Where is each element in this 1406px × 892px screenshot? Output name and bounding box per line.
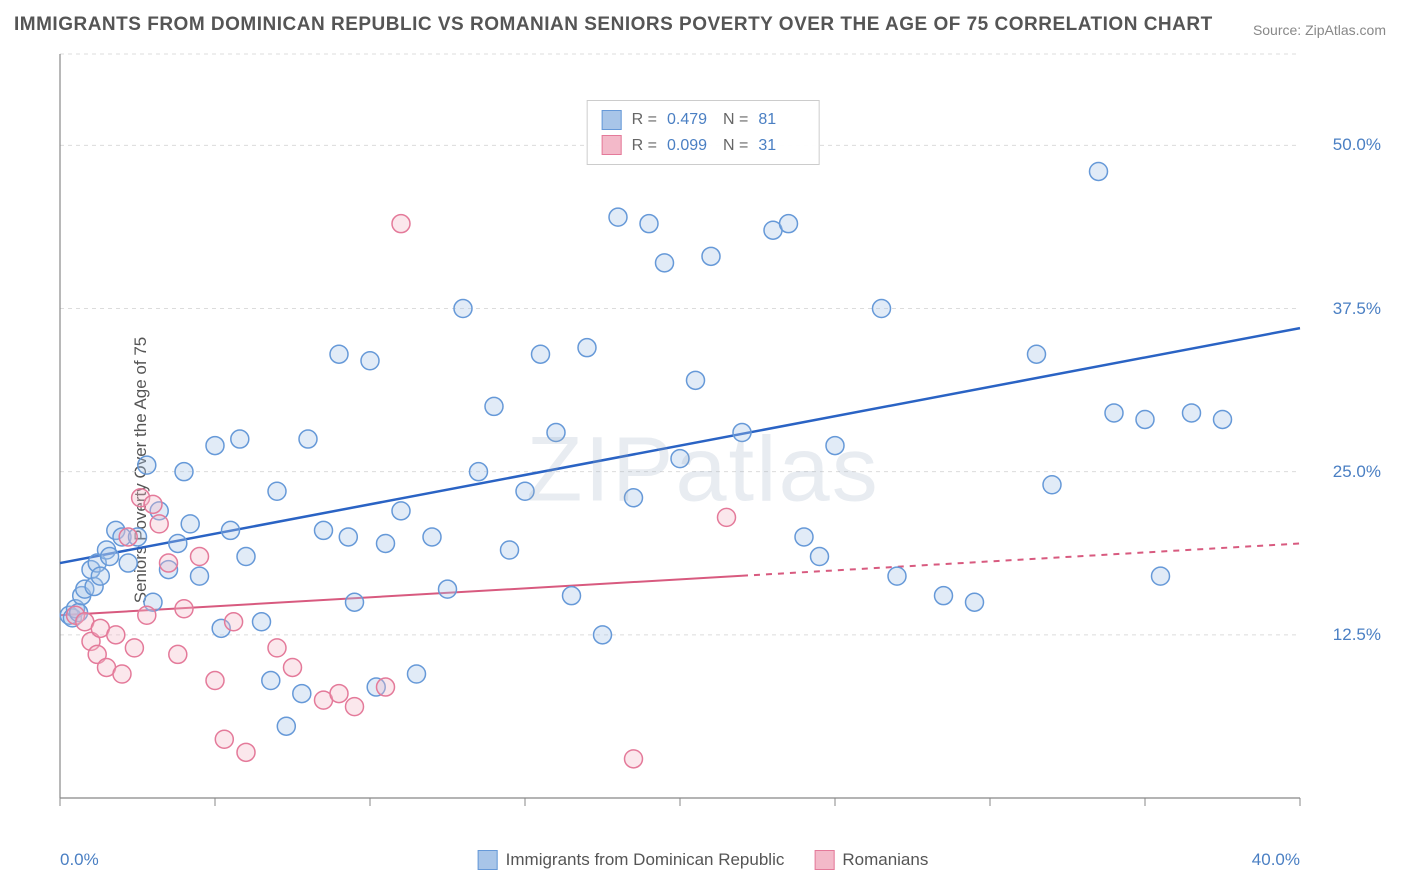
- r-label: R =: [632, 107, 657, 133]
- chart-container: Seniors Poverty Over the Age of 75 ZIPat…: [0, 48, 1406, 892]
- r-label: R =: [632, 133, 657, 159]
- x-tick-label: 40.0%: [1252, 850, 1300, 870]
- legend-swatch-ro: [602, 135, 622, 155]
- legend-item-dr: Immigrants from Dominican Republic: [478, 850, 785, 870]
- source-attribution: Source: ZipAtlas.com: [1253, 22, 1386, 38]
- n-value-ro: 31: [758, 133, 804, 159]
- legend-label-dr: Immigrants from Dominican Republic: [506, 850, 785, 870]
- y-tick-label: 25.0%: [1333, 462, 1381, 482]
- legend-swatch-dr: [602, 110, 622, 130]
- legend-item-ro: Romanians: [814, 850, 928, 870]
- legend-row-ro: R = 0.099 N = 31: [602, 133, 805, 159]
- y-tick-label: 50.0%: [1333, 135, 1381, 155]
- legend-swatch-ro-bottom: [814, 850, 834, 870]
- r-value-dr: 0.479: [667, 107, 713, 133]
- chart-title: IMMIGRANTS FROM DOMINICAN REPUBLIC VS RO…: [14, 14, 1213, 36]
- series-legend: Immigrants from Dominican Republic Roman…: [478, 850, 929, 870]
- n-label: N =: [723, 133, 748, 159]
- x-tick-label: 0.0%: [60, 850, 99, 870]
- n-value-dr: 81: [758, 107, 804, 133]
- n-label: N =: [723, 107, 748, 133]
- legend-swatch-dr-bottom: [478, 850, 498, 870]
- y-tick-label: 37.5%: [1333, 299, 1381, 319]
- legend-row-dr: R = 0.479 N = 81: [602, 107, 805, 133]
- correlation-legend: R = 0.479 N = 81 R = 0.099 N = 31: [587, 100, 820, 165]
- r-value-ro: 0.099: [667, 133, 713, 159]
- legend-label-ro: Romanians: [842, 850, 928, 870]
- y-tick-label: 12.5%: [1333, 625, 1381, 645]
